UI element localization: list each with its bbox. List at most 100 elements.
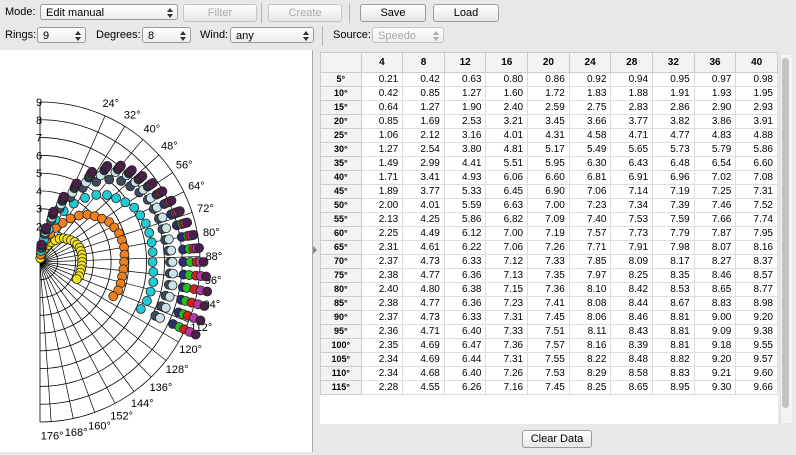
table-cell: 6.82 xyxy=(485,212,529,227)
mode-select[interactable]: Edit manual xyxy=(40,4,178,20)
table-cell: 2.37 xyxy=(360,254,404,269)
ring-label: 9 xyxy=(36,97,42,109)
table-row: 105° 2.34 4.69 6.44 7.31 7.55 8.22 8.48 8.82 9.20… xyxy=(320,352,778,367)
angle-label: 160° xyxy=(88,421,111,433)
table-cell: 6.38 xyxy=(443,282,487,297)
splitter-handle[interactable] xyxy=(313,245,317,254)
row-header: 110° xyxy=(320,366,362,381)
rings-select[interactable]: 9 xyxy=(37,27,86,43)
table-cell: 8.16 xyxy=(568,338,612,353)
row-header: 85° xyxy=(320,296,362,311)
table-cell: 7.98 xyxy=(652,240,695,255)
table-cell: 0.80 xyxy=(485,72,529,87)
polar-point xyxy=(174,206,185,217)
filter-button[interactable]: Filter xyxy=(183,4,257,22)
load-button[interactable]: Load xyxy=(433,4,499,22)
table-cell: 9.30 xyxy=(693,380,737,395)
table-cell: 6.33 xyxy=(443,254,487,269)
polar-point xyxy=(58,191,69,202)
table-cell: 1.95 xyxy=(735,86,778,101)
table-cell: 8.11 xyxy=(568,324,612,339)
create-button[interactable]: Create xyxy=(268,4,342,22)
polar-point xyxy=(148,277,159,287)
table-row: 25° 1.06 2.12 3.16 4.01 4.31 4.58 4.71 4.77 4.83 4… xyxy=(320,128,778,143)
table-cell: 7.14 xyxy=(610,184,654,199)
table-cell: 2.99 xyxy=(402,156,445,171)
table-cell: 4.83 xyxy=(693,128,737,143)
polar-point xyxy=(140,218,151,229)
table-cell: 7.36 xyxy=(485,338,529,353)
row-header: 80° xyxy=(320,282,362,297)
table-cell: 8.25 xyxy=(610,268,654,283)
ring xyxy=(39,137,165,387)
table-cell: 2.40 xyxy=(485,100,529,115)
table-cell: 5.59 xyxy=(443,198,487,213)
table-cell: 7.19 xyxy=(527,226,570,241)
table-cell: 8.57 xyxy=(735,268,778,283)
table-row: 35° 1.49 2.99 4.41 5.51 5.95 6.30 6.43 6.48 6.54 6… xyxy=(320,156,778,171)
table-cell: 8.35 xyxy=(652,268,695,283)
polar-point xyxy=(167,257,178,267)
table-cell: 7.55 xyxy=(527,352,570,367)
table-cell: 7.91 xyxy=(610,240,654,255)
table-cell: 3.91 xyxy=(735,114,778,129)
table-cell: 2.25 xyxy=(360,226,404,241)
table-cell: 7.95 xyxy=(735,226,778,241)
scrollbar-thumb[interactable] xyxy=(782,58,789,408)
table-cell: 2.40 xyxy=(360,282,404,297)
separator xyxy=(261,3,262,23)
row-header: 105° xyxy=(320,352,362,367)
table-cell: 1.83 xyxy=(568,86,612,101)
table-cell: 5.65 xyxy=(610,142,654,157)
table-cell: 9.60 xyxy=(735,366,778,381)
polar-point xyxy=(87,166,97,177)
clear-data-button[interactable]: Clear Data xyxy=(522,430,592,448)
spoke xyxy=(39,261,152,378)
polar-point xyxy=(74,210,84,221)
table-cell: 9.66 xyxy=(735,380,778,395)
table-cell: 4.25 xyxy=(402,212,445,227)
table-cell: 4.31 xyxy=(527,128,570,143)
table-cell: 2.28 xyxy=(360,380,404,395)
angle-label: 152° xyxy=(110,411,133,423)
table-row: 55° 2.13 4.25 5.86 6.82 7.09 7.40 7.53 7.59 7.66 7… xyxy=(320,212,778,227)
row-header: 15° xyxy=(320,100,362,115)
table-cell: 5.49 xyxy=(568,142,612,157)
save-button[interactable]: Save xyxy=(360,4,426,22)
table-cell: 8.37 xyxy=(735,254,778,269)
table-cell: 8.95 xyxy=(652,380,695,395)
table-cell: 4.69 xyxy=(402,338,445,353)
degrees-select[interactable]: 8 xyxy=(142,27,191,43)
table-cell: 6.36 xyxy=(443,268,487,283)
table-cell: 3.82 xyxy=(652,114,695,129)
wind-select[interactable]: any xyxy=(230,27,314,43)
polar-point xyxy=(111,193,122,204)
row-header: 75° xyxy=(320,268,362,283)
table-cell: 0.63 xyxy=(443,72,487,87)
angle-label: 128° xyxy=(166,364,189,376)
table-cell: 6.44 xyxy=(443,352,487,367)
table-cell: 6.81 xyxy=(568,170,612,185)
column-header: 36 xyxy=(693,52,737,73)
table-cell: 2.00 xyxy=(360,198,404,213)
table-cell: 7.13 xyxy=(485,268,529,283)
source-select[interactable]: Speedo xyxy=(372,27,444,43)
table-row: 75° 2.38 4.77 6.36 7.13 7.35 7.97 8.25 8.35 8.46 8… xyxy=(320,268,778,283)
row-header: 30° xyxy=(320,142,362,157)
table-cell: 6.40 xyxy=(443,324,487,339)
table-cell: 7.09 xyxy=(527,212,570,227)
table-cell: 5.79 xyxy=(693,142,737,157)
polar-point xyxy=(199,301,210,311)
table-cell: 1.69 xyxy=(402,114,445,129)
table-cell: 6.63 xyxy=(485,198,529,213)
polar-point xyxy=(194,243,204,253)
table-cell: 2.75 xyxy=(568,100,612,115)
angle-label: 64° xyxy=(188,181,205,193)
angle-label: 32° xyxy=(124,109,141,121)
table-cell: 0.42 xyxy=(402,72,445,87)
table-cell: 4.71 xyxy=(402,324,445,339)
table-cell: 0.64 xyxy=(360,100,404,115)
mode-label: Mode: xyxy=(5,6,36,18)
table-cell: 6.91 xyxy=(610,170,654,185)
polar-plot: 12345678924°32°40°48°56°64°72°80°88°96°1… xyxy=(35,97,222,443)
